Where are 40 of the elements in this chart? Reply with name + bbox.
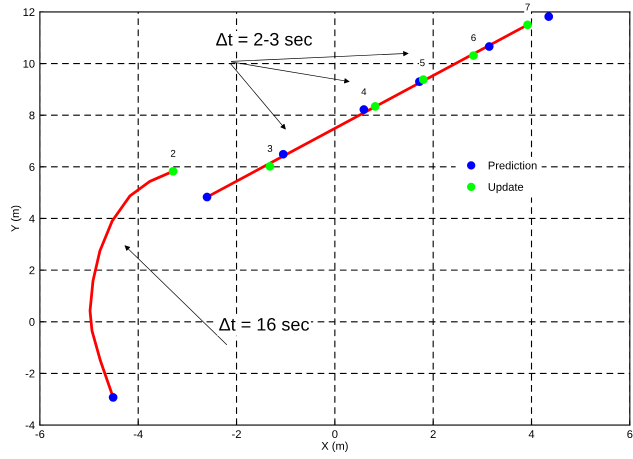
x-axis-title: X (m) <box>322 442 348 452</box>
point <box>202 192 212 202</box>
point <box>370 102 380 111</box>
x-tick-label: 6 <box>627 430 632 438</box>
point <box>484 42 494 51</box>
y-tick-label: 2 <box>29 266 34 274</box>
point <box>266 162 274 171</box>
x-tick-label: 0 <box>332 430 338 438</box>
x-tick-label: -6 <box>35 430 44 438</box>
x-tick-label: -4 <box>134 430 143 438</box>
point <box>278 150 288 159</box>
x-tick-label: 2 <box>430 430 436 438</box>
y-tick-label: 8 <box>29 111 35 120</box>
y-tick-label: 10 <box>24 60 35 68</box>
point <box>359 105 368 114</box>
point <box>168 166 178 176</box>
x-tick-label: -2 <box>232 430 241 438</box>
y-tick-label: 4 <box>29 214 35 223</box>
y-axis-title: Y (m) <box>10 206 22 232</box>
legend-label: Update <box>488 182 524 194</box>
annotation: 7 <box>525 4 530 10</box>
point <box>523 20 532 30</box>
point <box>544 12 554 21</box>
y-tick-label: 12 <box>24 8 34 16</box>
x-tick-label: 4 <box>528 430 534 438</box>
point <box>418 75 428 84</box>
y-tick-label: 0 <box>29 318 35 326</box>
annotation: 2 <box>170 150 176 157</box>
y-tick-label: -4 <box>26 421 35 430</box>
annotation: 5 <box>420 59 425 66</box>
legend-label: Prediction <box>488 161 537 170</box>
annotation: 6 <box>471 34 476 42</box>
annotation: 3 <box>268 145 272 152</box>
point <box>108 393 118 402</box>
annotation: 4 <box>361 88 366 96</box>
point <box>469 51 478 60</box>
y-tick-label: 6 <box>29 163 35 171</box>
annotation: Δt = 2-3 sec <box>216 32 312 46</box>
y-tick-label: -2 <box>26 370 34 378</box>
annotation: Δt = 16 sec <box>219 318 310 331</box>
